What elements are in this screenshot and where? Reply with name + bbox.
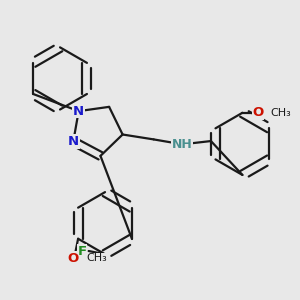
Text: O: O	[252, 106, 264, 119]
Text: O: O	[68, 252, 79, 265]
Text: N: N	[73, 105, 84, 118]
Text: NH: NH	[172, 138, 193, 151]
Text: N: N	[68, 135, 79, 148]
Text: CH₃: CH₃	[270, 108, 291, 118]
Text: CH₃: CH₃	[86, 254, 107, 263]
Text: F: F	[78, 244, 87, 257]
